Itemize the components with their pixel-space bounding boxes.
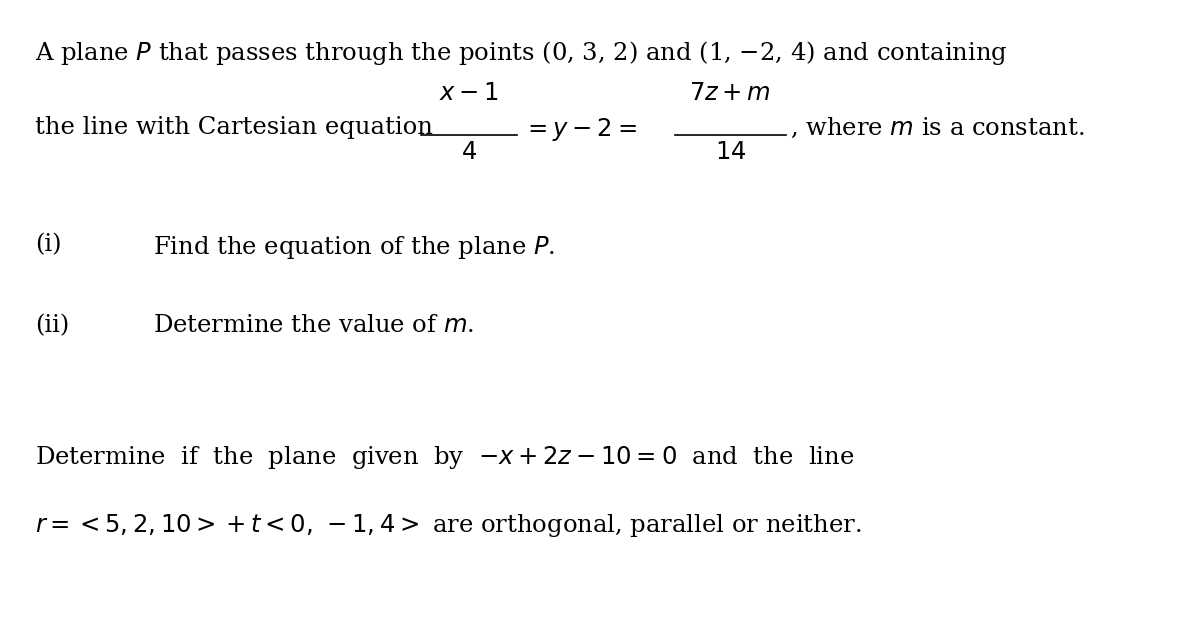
Text: $7z+m$: $7z+m$ xyxy=(690,83,772,105)
Text: $= y-2=$: $= y-2=$ xyxy=(523,116,637,143)
Text: $14$: $14$ xyxy=(715,141,746,164)
Text: (i): (i) xyxy=(35,234,61,257)
Text: , where $m$ is a constant.: , where $m$ is a constant. xyxy=(790,116,1085,140)
Text: Determine  if  the  plane  given  by  $-x+2z-10=0$  and  the  line: Determine if the plane given by $-x+2z-1… xyxy=(35,444,854,471)
Text: $x-1$: $x-1$ xyxy=(439,83,499,105)
Text: $r=<5, 2, 10> + t<0,\,-1, 4>$ are orthogonal, parallel or neither.: $r=<5, 2, 10> + t<0,\,-1, 4>$ are orthog… xyxy=(35,513,862,539)
Text: A plane $P$ that passes through the points (0, 3, 2) and (1, $-$2, 4) and contai: A plane $P$ that passes through the poin… xyxy=(35,39,1008,67)
Text: Determine the value of $m$.: Determine the value of $m$. xyxy=(154,314,475,337)
Text: $4$: $4$ xyxy=(461,141,476,164)
Text: (ii): (ii) xyxy=(35,314,70,337)
Text: Find the equation of the plane $P$.: Find the equation of the plane $P$. xyxy=(154,234,556,261)
Text: the line with Cartesian equation: the line with Cartesian equation xyxy=(35,116,433,139)
